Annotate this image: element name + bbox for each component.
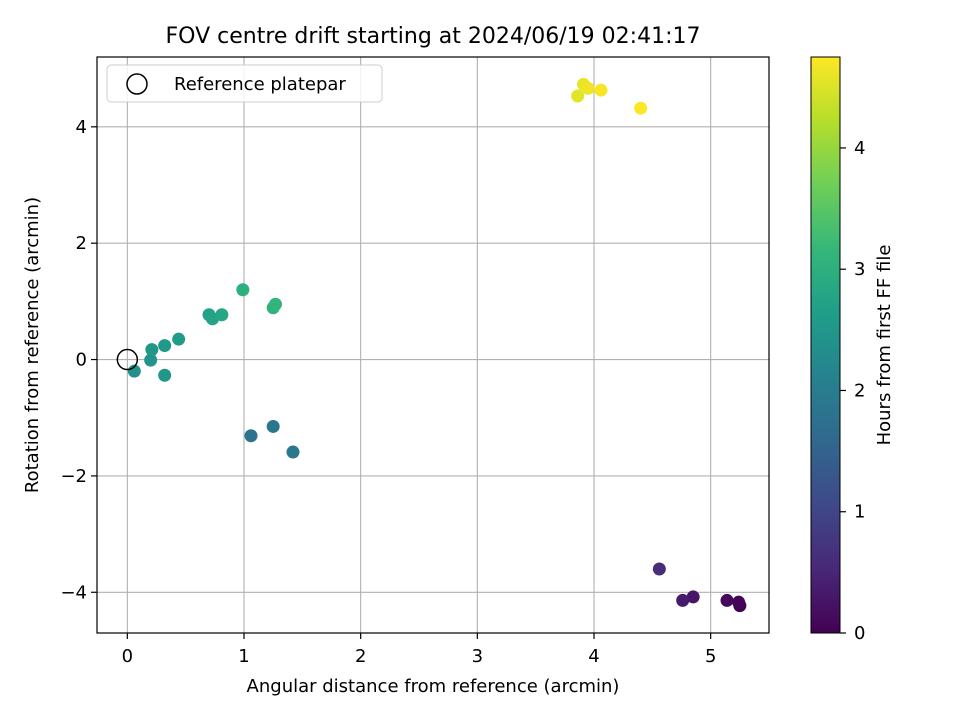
data-point [571, 89, 585, 103]
legend: Reference platepar [106, 64, 383, 103]
plot-frame [96, 56, 770, 634]
y-tick-label: 4 [76, 117, 87, 138]
data-point [269, 297, 282, 311]
colorbar-ticks: 0 1 2 3 4 [840, 138, 865, 644]
data-point [236, 283, 250, 297]
data-points [116, 77, 747, 613]
y-tick-label: 0 [76, 350, 87, 371]
grid [97, 57, 769, 633]
legend-frame [106, 64, 383, 103]
data-point [144, 353, 158, 367]
legend-label-reference: Reference platepar [174, 74, 346, 95]
data-point [732, 595, 746, 609]
data-point [266, 419, 280, 433]
data-point [652, 562, 666, 576]
data-point [634, 101, 648, 115]
x-tick-label: 3 [472, 646, 483, 667]
colorbar-gradient [810, 56, 841, 634]
data-point [145, 343, 159, 357]
data-point [676, 593, 690, 607]
reference-marker [116, 348, 139, 371]
data-point [594, 83, 608, 97]
y-tick-label: 2 [76, 233, 87, 254]
data-point [720, 593, 734, 607]
x-tick-label: 0 [122, 646, 133, 667]
colorbar-tick-label: 3 [854, 259, 865, 280]
data-point [581, 81, 595, 95]
data-point [158, 339, 172, 353]
data-point [127, 364, 141, 378]
data-point [286, 445, 300, 459]
colorbar-tick-label: 1 [854, 502, 865, 523]
x-axis-label: Angular distance from reference (arcmin) [247, 676, 620, 697]
data-point [244, 429, 258, 443]
x-tick-label: 2 [355, 646, 366, 667]
data-point [215, 308, 229, 322]
y-tick-label: −2 [60, 466, 87, 487]
colorbar-tick-label: 0 [854, 623, 865, 644]
data-point [158, 368, 172, 382]
chart-title: FOV centre drift starting at 2024/06/19 … [166, 24, 701, 49]
colorbar-label: Hours from first FF file [874, 245, 895, 446]
data-point [686, 590, 700, 604]
axes: 0 1 2 3 4 5 −4 −2 0 2 4 [60, 56, 770, 667]
colorbar-tick-label: 2 [854, 380, 865, 401]
y-axis-label: Rotation from reference (arcmin) [22, 197, 43, 493]
x-tick-label: 4 [588, 646, 599, 667]
colorbar: 0 1 2 3 4 Hours from first FF file [810, 56, 895, 644]
data-point [172, 332, 186, 346]
y-tick-label: −4 [60, 582, 87, 603]
colorbar-tick-label: 4 [854, 138, 865, 159]
legend-marker-reference [126, 73, 148, 95]
x-tick-label: 5 [705, 646, 716, 667]
x-tick-label: 1 [238, 646, 249, 667]
